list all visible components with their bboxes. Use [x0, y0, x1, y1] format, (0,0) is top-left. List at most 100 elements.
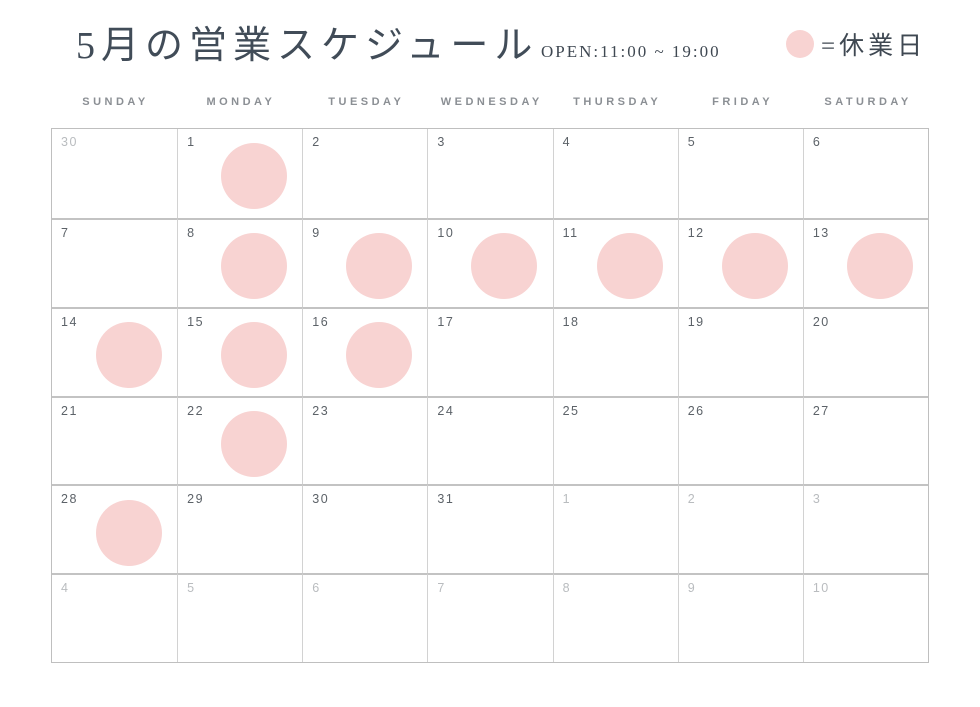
calendar-day: 5 — [177, 573, 303, 662]
calendar-day: 1 — [552, 484, 678, 574]
day-number: 20 — [812, 314, 830, 329]
day-number: 30 — [61, 135, 78, 149]
calendar-day: 2 — [302, 129, 427, 218]
day-number: 1 — [562, 492, 572, 507]
calendar-day: 6 — [802, 129, 928, 218]
calendar-day: 9 — [302, 217, 428, 307]
calendar-day: 2 — [677, 484, 803, 574]
closed-day-marker-icon — [721, 233, 788, 300]
calendar-day: 3 — [802, 484, 928, 574]
day-number: 10 — [437, 225, 455, 240]
day-number: 31 — [437, 492, 455, 507]
calendar-day: 15 — [177, 306, 303, 396]
calendar-day: 24 — [427, 395, 553, 485]
calendar-day: 27 — [802, 395, 928, 485]
calendar-day: 29 — [177, 484, 303, 574]
calendar-day: 26 — [677, 395, 803, 485]
weekday-label-monday: MONDAY — [206, 96, 276, 108]
calendar-day: 14 — [52, 306, 178, 396]
day-number: 2 — [687, 492, 697, 507]
calendar-day: 18 — [552, 306, 678, 396]
calendar-day: 11 — [552, 217, 678, 307]
closed-day-dot-icon — [786, 30, 814, 58]
closed-day-marker-icon — [346, 322, 413, 389]
day-number: 30 — [312, 492, 330, 507]
weekday-label-friday: FRIDAY — [712, 96, 774, 108]
day-number: 6 — [312, 581, 321, 596]
calendar-day: 3 — [427, 129, 552, 218]
calendar-day: 12 — [677, 217, 803, 307]
day-number: 3 — [437, 135, 446, 149]
weekday-label-wednesday: WEDNESDAY — [440, 96, 543, 108]
day-number: 15 — [187, 314, 205, 329]
calendar-day: 1 — [177, 129, 302, 218]
closed-day-marker-icon — [346, 233, 413, 300]
calendar-day: 13 — [802, 217, 928, 307]
open-hours-text: OPEN:11:00 ~ 19:00 — [541, 42, 721, 61]
day-number: 23 — [312, 403, 330, 418]
closed-day-marker-icon — [221, 143, 288, 210]
day-number: 25 — [562, 403, 580, 418]
day-number: 1 — [187, 135, 196, 149]
calendar-day: 22 — [177, 395, 303, 485]
day-number: 8 — [562, 581, 572, 596]
day-number: 9 — [312, 225, 321, 240]
calendar-day: 16 — [302, 306, 428, 396]
day-number: 4 — [562, 135, 572, 149]
calendar-day: 20 — [802, 306, 928, 396]
day-number: 7 — [437, 581, 446, 596]
calendar-day: 31 — [427, 484, 553, 574]
day-number: 9 — [687, 581, 697, 596]
calendar-day: 30 — [52, 129, 177, 218]
calendar-day: 19 — [677, 306, 803, 396]
weekday-label-sunday: SUNDAY — [82, 96, 149, 108]
day-number: 18 — [562, 314, 580, 329]
calendar-day: 4 — [552, 129, 678, 218]
weekday-label-tuesday: TUESDAY — [328, 96, 405, 108]
calendar-day: 28 — [52, 484, 178, 573]
page-title: 5月の営業スケジュール — [76, 25, 539, 67]
calendar-day: 10 — [427, 217, 553, 307]
day-number: 5 — [687, 135, 697, 149]
weekday-header: SUNDAY MONDAY TUESDAY WEDNESDAY THURSDAY FRID… — [51, 96, 929, 108]
day-number: 14 — [61, 314, 78, 329]
day-number: 21 — [61, 403, 78, 418]
closed-day-marker-icon — [95, 499, 162, 566]
day-number: 4 — [61, 581, 70, 596]
day-number: 11 — [562, 225, 579, 240]
day-number: 12 — [687, 225, 705, 240]
day-number: 5 — [187, 581, 196, 596]
calendar-day: 7 — [52, 217, 178, 307]
day-number: 22 — [187, 403, 205, 418]
calendar-day: 9 — [677, 573, 803, 662]
legend: =休業日 — [786, 26, 926, 62]
closed-day-marker-icon — [846, 233, 913, 300]
day-number: 8 — [187, 225, 196, 240]
calendar-day: 8 — [177, 217, 303, 307]
closed-day-marker-icon — [596, 233, 663, 300]
day-number: 10 — [812, 581, 830, 596]
day-number: 29 — [187, 492, 205, 507]
day-number: 6 — [812, 135, 822, 149]
calendar-day: 25 — [552, 395, 678, 485]
day-number: 13 — [812, 225, 830, 240]
calendar-grid: 30 1 2 3 4 5 6 7 8 9 10 11 12 13 14 15 16 17 18 19 20 21 22 23 2… — [51, 128, 929, 663]
closed-day-marker-icon — [95, 322, 162, 389]
day-number: 28 — [61, 492, 78, 507]
calendar-day: 21 — [52, 395, 178, 485]
day-number: 19 — [687, 314, 705, 329]
calendar-day: 6 — [302, 573, 428, 662]
calendar-day: 8 — [552, 573, 678, 662]
day-number: 16 — [312, 314, 330, 329]
calendar-day: 7 — [427, 573, 553, 662]
day-number: 26 — [687, 403, 705, 418]
closed-day-marker-icon — [471, 233, 538, 300]
closed-day-marker-icon — [221, 410, 288, 477]
weekday-label-thursday: THURSDAY — [573, 96, 662, 108]
day-number: 3 — [812, 492, 822, 507]
calendar-day: 23 — [302, 395, 428, 485]
calendar-day: 30 — [302, 484, 428, 574]
legend-label: =休業日 — [821, 33, 927, 60]
closed-day-marker-icon — [221, 322, 288, 389]
